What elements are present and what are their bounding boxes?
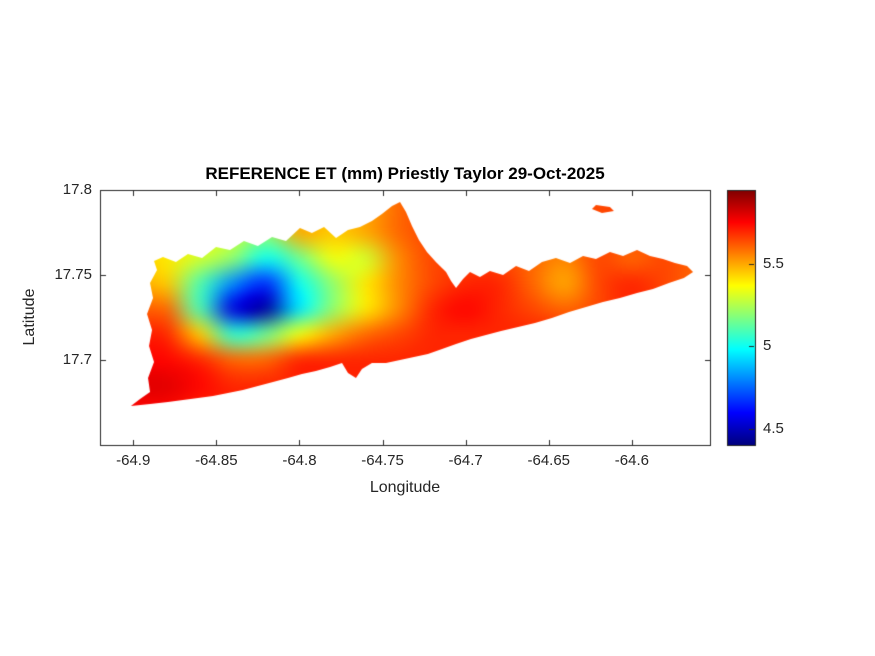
y-tick-label: 17.7 — [62, 351, 92, 368]
y-axis-label: Latitude — [21, 288, 38, 346]
x-axis-label: Longitude — [369, 479, 441, 496]
chart-title: REFERENCE ET (mm) Priestly Taylor 29-Oct… — [205, 164, 605, 183]
x-tick-label: -64.75 — [361, 452, 404, 469]
x-tick-label: -64.8 — [282, 452, 317, 469]
x-tick-label: -64.65 — [527, 452, 571, 469]
x-tick-label: -64.85 — [195, 452, 238, 469]
colorbar-tick-label: 5 — [763, 337, 772, 355]
colorbar-tick-label: 4.5 — [763, 419, 784, 437]
y-tick-label: 17.75 — [54, 266, 92, 283]
x-tick-label: -64.7 — [448, 452, 483, 469]
colorbar-tick-label: 5.5 — [763, 255, 784, 273]
x-tick-label: -64.6 — [614, 452, 649, 469]
x-tick-label: -64.9 — [116, 452, 151, 469]
y-tick-label: 17.8 — [62, 181, 92, 198]
